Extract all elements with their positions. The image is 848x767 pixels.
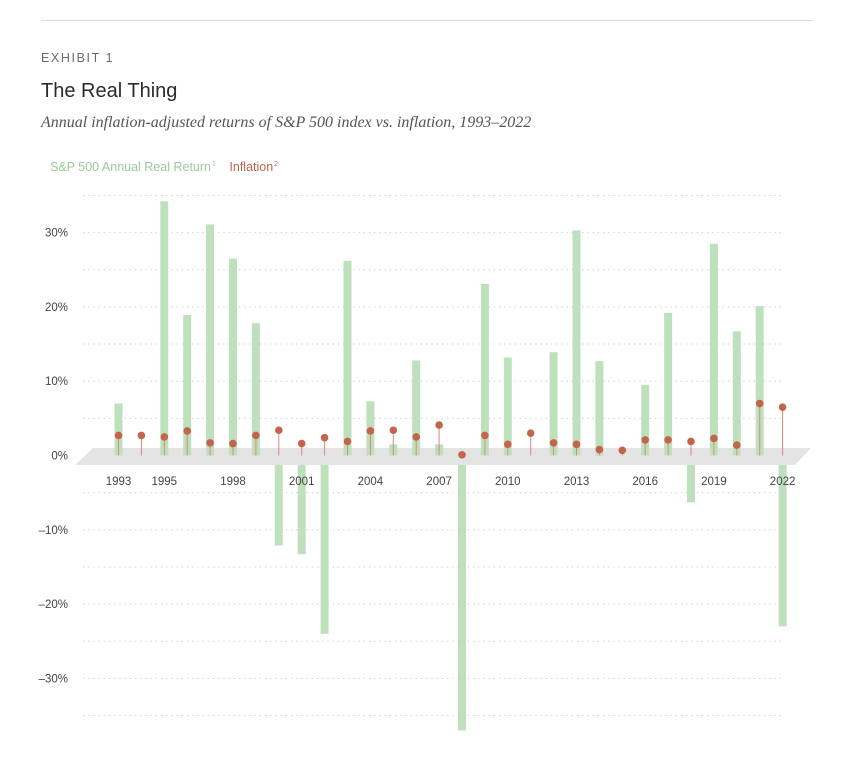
- top-divider: [41, 20, 813, 21]
- bar-real-return-1995: [160, 201, 169, 456]
- y-tick-label: 0%: [51, 451, 68, 463]
- x-tick-label: 2013: [564, 476, 590, 488]
- inflation-dot-2020: [733, 441, 741, 449]
- inflation-dot-2008: [458, 450, 466, 459]
- inflation-dot-2015: [618, 446, 627, 455]
- y-axis-tick-labels: 30% 20% 10% 0% –10% –20% –30%: [39, 228, 68, 686]
- chart-title: The Real Thing: [41, 80, 178, 102]
- bar-real-return-2013: [572, 230, 581, 456]
- y-tick-label: 10%: [45, 376, 68, 388]
- bar-real-return-1999: [251, 323, 260, 456]
- x-tick-label: 2016: [632, 476, 658, 488]
- x-tick-label: 2019: [701, 476, 727, 488]
- bar-real-return-2003: [343, 260, 352, 456]
- bar-real-return-1993: [114, 403, 123, 456]
- legend-real-footnote: 1: [212, 161, 216, 168]
- inflation-dot-2022: [778, 403, 787, 412]
- bar-real-return-2000: [274, 455, 283, 546]
- inflation-dot-2014: [595, 445, 604, 454]
- bar-real-return-2020: [732, 331, 741, 456]
- inflation-dot-1996: [183, 427, 191, 435]
- x-tick-label: 1993: [106, 476, 132, 488]
- chart-subtitle: Annual inflation-adjusted returns of S&P…: [41, 114, 532, 131]
- inflation-dot-2006: [412, 433, 421, 441]
- bar-real-return-2010: [503, 357, 512, 456]
- inflation-dot-1995: [160, 433, 169, 441]
- inflation-dot-2009: [481, 431, 489, 440]
- inflation-dot-1994: [137, 431, 146, 440]
- inflation-dot-2021: [755, 399, 764, 408]
- legend-item-inflation: Inflation2: [229, 160, 278, 174]
- negative-bars: [137, 455, 787, 731]
- x-tick-label: 1995: [152, 476, 178, 488]
- inflation-dot-1998: [229, 439, 237, 448]
- exhibit-label: EXHIBIT 1: [41, 51, 115, 65]
- x-tick-label: 2010: [495, 476, 521, 488]
- bar-real-return-2018: [687, 455, 695, 503]
- inflation-dot-2007: [435, 421, 443, 429]
- bar-real-return-2012: [549, 352, 558, 456]
- inflation-dot-2010: [504, 440, 512, 449]
- bar-real-return-2021: [755, 306, 764, 456]
- x-tick-label: 2001: [289, 476, 315, 488]
- x-tick-label: 2007: [426, 476, 452, 488]
- bar-real-return-2008: [458, 455, 466, 731]
- inflation-dot-2017: [664, 436, 672, 444]
- y-tick-label: –30%: [39, 673, 68, 685]
- inflation-dot-1993: [114, 431, 123, 440]
- y-tick-label: –10%: [39, 525, 68, 537]
- inflation-dot-2005: [389, 426, 398, 435]
- bar-real-return-1998: [229, 258, 237, 456]
- bar-real-return-2017: [664, 312, 673, 456]
- inflation-dot-2019: [710, 434, 718, 443]
- bar-real-return-2001: [297, 455, 306, 555]
- positive-bars: [114, 201, 764, 456]
- x-axis-tick-labels: 1993 1995 1998 2001 2004 2007 2010 2013 2016 2019…: [106, 476, 796, 488]
- y-tick-label: 20%: [45, 302, 68, 314]
- legend-inflation-footnote: 2: [274, 161, 279, 168]
- bar-real-return-2009: [480, 283, 489, 456]
- inflation-dot-2002: [320, 433, 329, 442]
- bar-real-return-2016: [641, 384, 650, 456]
- x-tick-label: 2004: [358, 476, 384, 488]
- inflation-dot-2018: [687, 437, 695, 446]
- bar-real-return-2014: [595, 361, 604, 456]
- bar-real-return-1996: [183, 315, 192, 456]
- y-tick-label: –20%: [39, 599, 68, 611]
- inflation-lollipops: [114, 399, 787, 459]
- inflation-dot-2004: [366, 427, 375, 435]
- x-tick-label: 1998: [220, 476, 246, 488]
- bar-real-return-2019: [709, 243, 718, 456]
- legend-item-real-return: S&P 500 Annual Real Return1: [50, 160, 216, 174]
- legend-real-label: S&P 500 Annual Real Return: [50, 160, 211, 174]
- inflation-dot-2000: [275, 426, 283, 435]
- inflation-dot-1999: [252, 431, 260, 440]
- inflation-dot-2016: [641, 436, 649, 444]
- inflation-dot-2012: [549, 439, 558, 447]
- inflation-dot-2001: [297, 439, 306, 448]
- bar-real-return-2002: [320, 455, 329, 634]
- bar-real-return-2022: [778, 455, 787, 627]
- inflation-dot-2011: [526, 429, 535, 438]
- bar-real-return-2006: [412, 360, 421, 456]
- x-tick-label: 2022: [770, 476, 796, 488]
- inflation-dot-1997: [206, 439, 214, 447]
- legend: S&P 500 Annual Real Return1 Inflation2: [50, 160, 288, 174]
- bar-real-return-1997: [206, 224, 215, 456]
- inflation-dot-2003: [343, 437, 352, 446]
- inflation-dot-2013: [572, 440, 581, 449]
- legend-inflation-label: Inflation: [229, 160, 274, 174]
- y-tick-label: 30%: [45, 228, 68, 240]
